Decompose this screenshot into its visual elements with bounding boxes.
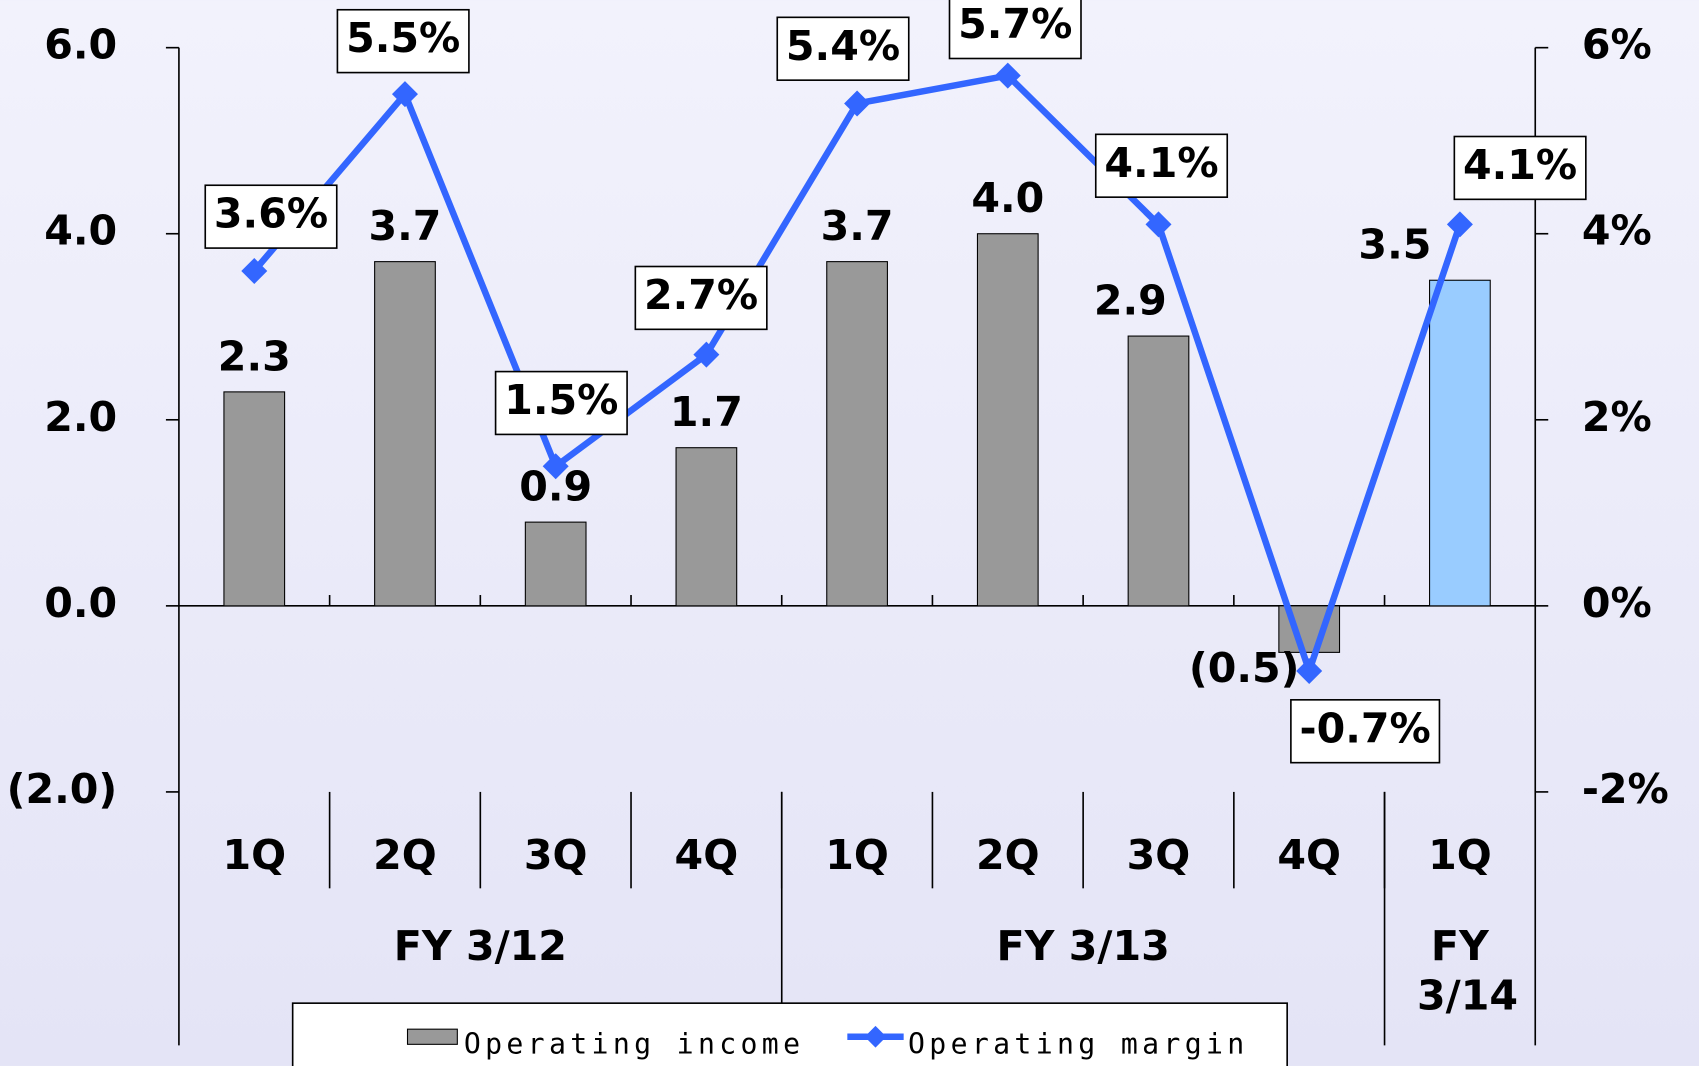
line-value-label: 2.7% (644, 271, 758, 319)
bar (826, 261, 888, 607)
bar (374, 261, 436, 607)
y2-tick-label: -2% (1582, 765, 1669, 813)
legend-swatch (406, 1028, 458, 1045)
line-marker (844, 90, 871, 117)
x-tick-label: 2Q (976, 831, 1040, 879)
x-tick-label: 4Q (675, 831, 739, 879)
line-marker (1446, 211, 1473, 238)
line-label-box (1094, 133, 1229, 198)
line-marker (693, 341, 720, 368)
group-label-box: FY 3/12 (393, 921, 567, 970)
bar (1429, 279, 1491, 607)
line-label-box (204, 184, 338, 249)
line-marker (994, 62, 1021, 89)
group-label: FY 3/13 (996, 921, 1170, 970)
line-label-box (336, 8, 470, 74)
legend-label: Operating margin (908, 1027, 1249, 1060)
line-marker (391, 81, 418, 108)
bar (976, 233, 1039, 607)
line-value-label: 4.1% (1104, 139, 1218, 187)
bar (1127, 335, 1190, 607)
legend-box (291, 1002, 1288, 1066)
bar (524, 521, 587, 607)
line-label-box (776, 16, 910, 81)
line-marker (241, 257, 268, 284)
line-value-label: -0.7% (1300, 704, 1431, 752)
group-label-box: FY 3/13 (996, 921, 1170, 970)
line-value-label: 5.4% (786, 22, 900, 70)
group-label: FY 3/12 (393, 921, 567, 970)
y-tick-label: (2.0) (7, 765, 118, 813)
bar-value-label: 3.5 (1358, 221, 1431, 269)
bar-value-label: 4.0 (971, 174, 1044, 222)
x-tick-label: 3Q (524, 831, 588, 879)
x-tick-label: 4Q (1277, 831, 1341, 879)
line-value-label: 1.5% (504, 376, 618, 424)
bar-value-label: 3.7 (369, 202, 442, 250)
x-tick-label: 1Q (825, 831, 889, 879)
line-label-box (948, 0, 1082, 60)
x-tick-label: 2Q (373, 831, 437, 879)
group-label-box: FY 3/14 (1417, 921, 1519, 1020)
line-value-label: 3.6% (214, 190, 328, 238)
bar-value-label: 2.9 (1094, 277, 1167, 325)
bar-value-label: (0.5) (1189, 644, 1300, 692)
line-label-box (634, 265, 768, 331)
y2-tick-label: 2% (1582, 393, 1652, 441)
bar-value-label: 3.7 (821, 202, 894, 250)
y2-tick-label: 6% (1582, 21, 1652, 69)
y2-tick-label: 4% (1582, 207, 1652, 255)
y-tick-label: 6.0 (44, 21, 117, 69)
y-tick-label: 0.0 (44, 579, 117, 627)
group-label: FY 3/14 (1417, 921, 1519, 1020)
line-marker (1296, 657, 1323, 684)
y-tick-label: 4.0 (44, 207, 117, 255)
bar-value-label: 1.7 (670, 388, 743, 436)
line-label-box (494, 370, 628, 436)
line-value-label: 5.5% (346, 14, 460, 62)
bar (675, 447, 738, 607)
bar (223, 391, 286, 607)
y2-tick-label: 0% (1582, 579, 1652, 627)
legend-marker (864, 1025, 887, 1048)
y-tick-label: 2.0 (44, 393, 117, 441)
line-marker (542, 453, 569, 480)
x-tick-label: 1Q (1428, 831, 1492, 879)
x-tick-label: 3Q (1127, 831, 1191, 879)
bar-value-label: 2.3 (218, 332, 291, 380)
line-marker (1145, 211, 1172, 238)
line-value-label: 4.1% (1463, 141, 1577, 189)
line-label-box (1453, 135, 1587, 201)
x-tick-label: 1Q (222, 831, 286, 879)
legend-label: Operating income (464, 1027, 805, 1060)
line-value-label: 5.7% (958, 0, 1072, 48)
line-label-box (1290, 699, 1441, 764)
